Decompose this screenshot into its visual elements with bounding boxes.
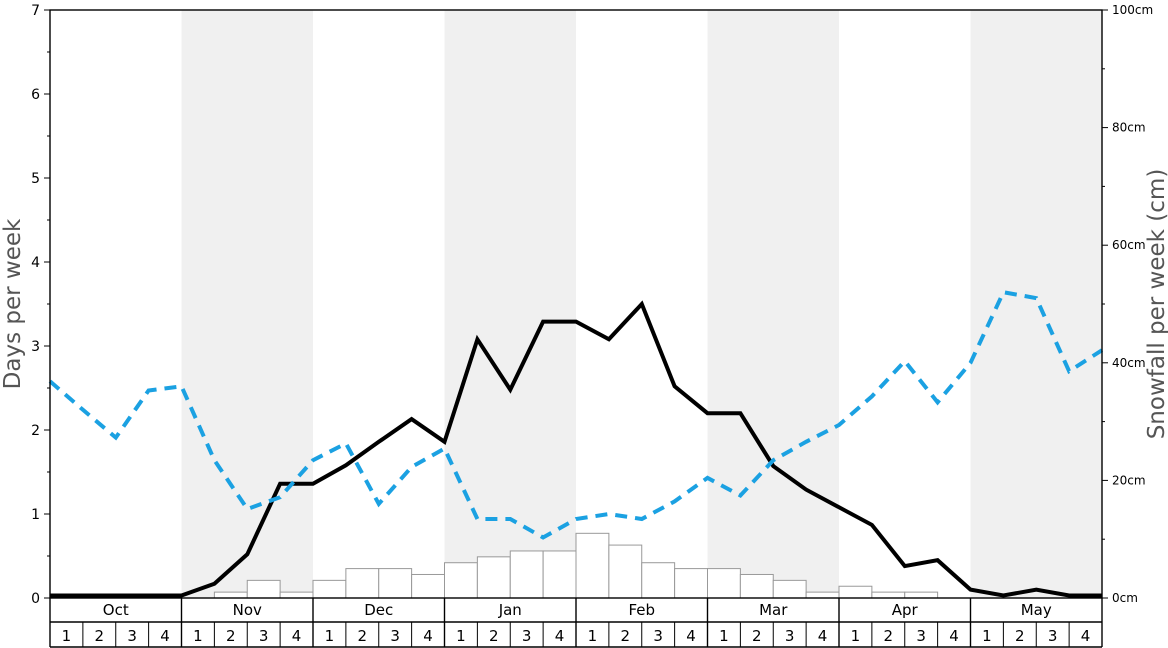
y2-tick-label: 20cm xyxy=(1112,473,1146,487)
snowfall-bar xyxy=(707,568,741,599)
days-series-line xyxy=(50,300,1102,598)
snowfall-bar xyxy=(279,591,314,599)
week-label: 4 xyxy=(1081,627,1091,645)
week-label: 3 xyxy=(127,627,137,645)
month-band-mar xyxy=(707,10,839,598)
month-band-nov xyxy=(181,10,313,598)
snowfall-bars xyxy=(213,532,939,599)
week-label: 3 xyxy=(916,627,926,645)
week-label: 2 xyxy=(1015,627,1025,645)
week-label: 1 xyxy=(982,627,992,645)
snowfall-bar xyxy=(509,550,544,599)
week-label: 4 xyxy=(160,627,170,645)
y2-axis-label: Snowfall per week (cm) xyxy=(1144,169,1168,440)
week-label: 1 xyxy=(719,627,729,645)
snowfall-bar xyxy=(575,532,610,599)
snowfall-bar xyxy=(772,579,807,599)
snowfall-bar xyxy=(378,568,413,599)
month-label: Jan xyxy=(498,601,522,619)
snowfall-bar xyxy=(312,579,347,599)
snowfall-bar xyxy=(674,568,708,599)
y2-tick-label: 80cm xyxy=(1112,121,1146,135)
y-tick-label: 5 xyxy=(31,171,40,187)
y2-tick-label: 40cm xyxy=(1112,356,1146,370)
week-label: 4 xyxy=(686,627,696,645)
month-bands xyxy=(181,10,1102,598)
snowfall-bar xyxy=(904,591,939,599)
y-tick-label: 7 xyxy=(31,3,40,19)
week-label: 1 xyxy=(851,627,861,645)
y-tick-label: 3 xyxy=(31,339,40,355)
week-label: 2 xyxy=(489,627,499,645)
series-lines xyxy=(48,289,1104,598)
snowfall-bar xyxy=(444,562,478,599)
week-label: 3 xyxy=(1048,627,1058,645)
month-label: Mar xyxy=(759,601,788,619)
snowfall-bar xyxy=(608,544,643,599)
week-label: 1 xyxy=(62,627,72,645)
week-label: 3 xyxy=(259,627,269,645)
left-axis: 0 1 2 3 4 5 6 7 xyxy=(31,3,50,607)
snowfall-bar xyxy=(871,591,906,599)
y-tick-label: 0 xyxy=(31,591,40,607)
week-label: 1 xyxy=(456,627,466,645)
y-tick-label: 1 xyxy=(31,507,40,523)
week-label: 2 xyxy=(358,627,368,645)
week-label: 2 xyxy=(226,627,236,645)
y2-tick-label: 60cm xyxy=(1112,238,1146,252)
week-label: 3 xyxy=(390,627,400,645)
snowfall-bar xyxy=(838,585,873,599)
month-band-jan xyxy=(444,10,576,598)
right-axis: 0cm 20cm 40cm 60cm 80cm 100cm xyxy=(1102,3,1153,605)
dashed-series-line xyxy=(48,289,1104,540)
week-label: 3 xyxy=(653,627,663,645)
week-label: 1 xyxy=(193,627,203,645)
snowfall-bar xyxy=(476,556,511,599)
week-label: 4 xyxy=(949,627,959,645)
snowfall-bar xyxy=(213,591,248,599)
month-label: Dec xyxy=(364,601,393,619)
week-label: 4 xyxy=(818,627,828,645)
y-tick-label: 2 xyxy=(31,423,40,439)
snowfall-bar xyxy=(345,568,380,599)
week-label: 4 xyxy=(423,627,433,645)
week-label: 4 xyxy=(292,627,302,645)
y2-tick-label: 100cm xyxy=(1112,3,1153,17)
week-label: 3 xyxy=(522,627,532,645)
y2-tick-label: 0cm xyxy=(1112,591,1138,605)
week-label: 1 xyxy=(325,627,335,645)
month-band-may xyxy=(970,10,1102,598)
snowfall-bar xyxy=(411,573,445,599)
y-axis-label: Days per week xyxy=(0,218,26,389)
snowfall-bar xyxy=(246,579,281,599)
snowfall-bar xyxy=(805,591,840,599)
month-label: Nov xyxy=(233,601,262,619)
snowfall-bar xyxy=(542,550,577,599)
week-label: 2 xyxy=(621,627,631,645)
week-label: 2 xyxy=(95,627,105,645)
y-tick-label: 6 xyxy=(31,87,40,103)
week-label: 2 xyxy=(752,627,762,645)
x-axis-table: Oct 1 2 3 4 Nov 1 2 3 4 Dec 1 2 3 4 Jan 1 2 3 4 Feb 1 2 3 4 Mar 1 2… xyxy=(49,598,1103,648)
week-label: 1 xyxy=(588,627,598,645)
y-tick-label: 4 xyxy=(31,255,40,271)
week-label: 4 xyxy=(555,627,565,645)
month-label: Apr xyxy=(892,601,919,619)
month-label: Oct xyxy=(103,601,129,619)
snowfall-bar xyxy=(641,562,676,599)
month-label: May xyxy=(1021,601,1052,619)
week-label: 3 xyxy=(785,627,795,645)
month-label: Feb xyxy=(628,601,655,619)
week-label: 2 xyxy=(884,627,894,645)
snowfall-bar xyxy=(739,573,774,599)
